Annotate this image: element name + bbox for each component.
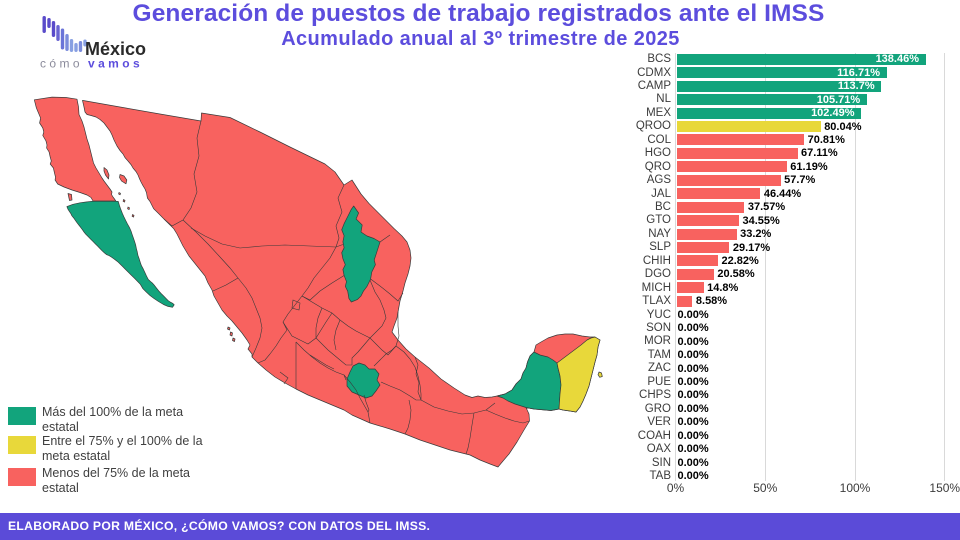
svg-text:México: México (85, 39, 146, 59)
svg-text:cómo: cómo (40, 57, 83, 71)
svg-text:vamos: vamos (88, 57, 143, 71)
